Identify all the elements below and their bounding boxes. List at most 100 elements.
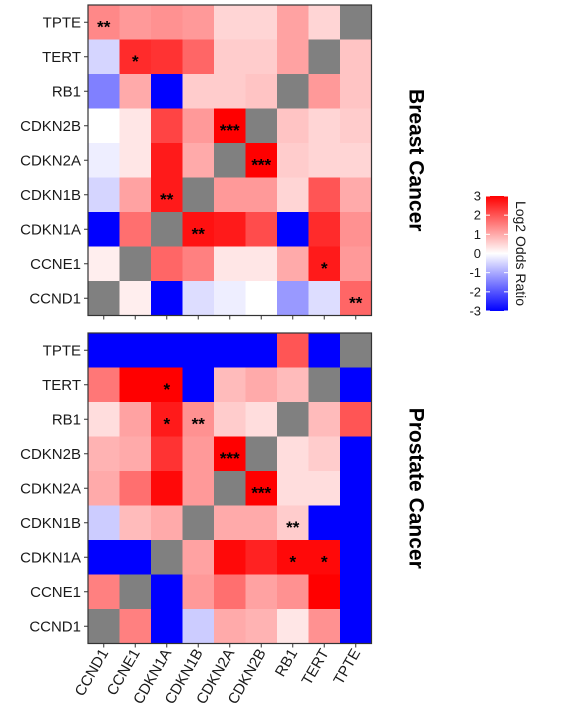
heatmap-cell [340, 177, 372, 213]
significance-stars: * [321, 259, 328, 278]
heatmap-cell [340, 108, 372, 144]
heatmap-cell [308, 39, 341, 75]
colorbar [486, 196, 508, 311]
colorbar-tick-label: 0 [474, 246, 481, 261]
heatmap-cell [277, 436, 309, 472]
heatmap-cell [308, 471, 341, 506]
heatmap-cell [277, 5, 309, 40]
heatmap-cell [182, 609, 215, 644]
heatmap-cell [340, 505, 372, 541]
heatmap-cell [214, 333, 246, 368]
y-tick-label: CDKN1B [20, 515, 81, 532]
heatmap-cell [119, 212, 152, 247]
heatmap-cell [119, 367, 152, 403]
heatmap-cell [277, 281, 309, 316]
significance-stars: *** [220, 121, 240, 140]
y-tick-label: RB1 [52, 411, 81, 428]
heatmap-cell [214, 471, 246, 506]
heatmap-cell [182, 436, 215, 472]
heatmap-cell [340, 5, 372, 40]
heatmap-cell [277, 574, 309, 610]
heatmap-cell [245, 333, 278, 368]
heatmap-cell [214, 246, 246, 282]
heatmap-cell [119, 505, 152, 541]
heatmap-cell [245, 39, 278, 75]
heatmap-cell [245, 74, 278, 109]
heatmap-cell [308, 246, 341, 282]
significance-stars: ** [160, 190, 174, 209]
y-tick-label: CDKN2A [20, 480, 81, 497]
breast-cancer-panel: **TPTE*TERTRB1***CDKN2B***CDKN2A**CDKN1B… [20, 4, 428, 317]
heatmap-cell [277, 402, 309, 437]
significance-stars: *** [251, 483, 271, 502]
heatmap-cell [214, 367, 246, 403]
heatmap-cell [182, 540, 215, 575]
heatmap-cell [151, 609, 183, 644]
heatmap-cell [277, 212, 309, 247]
heatmap-cell [277, 505, 309, 541]
heatmap-cell [182, 108, 215, 144]
heatmap-cell [119, 402, 152, 437]
heatmap-cell [214, 540, 246, 575]
heatmap-cell [340, 281, 372, 316]
heatmap-cell [277, 39, 309, 75]
heatmap-cell [277, 540, 309, 575]
heatmap-cell [88, 367, 120, 403]
heatmap-cell [119, 609, 152, 644]
heatmap-cell [277, 367, 309, 403]
heatmap-cell [340, 143, 372, 178]
heatmap-cell [277, 108, 309, 144]
heatmap-cell [151, 540, 183, 575]
heatmap-cell [88, 333, 120, 368]
heatmap-cell [182, 143, 215, 178]
heatmap-cell [119, 281, 152, 316]
heatmap-cell [88, 246, 120, 282]
heatmap-cell [88, 5, 120, 40]
heatmap-cell [88, 540, 120, 575]
heatmap-cell [151, 367, 183, 403]
heatmap-cell [308, 540, 341, 575]
heatmap-cell [151, 143, 183, 178]
heatmap-cell [88, 609, 120, 644]
panel-strip-label: Breast Cancer [405, 89, 428, 231]
y-tick-label: CCND1 [29, 618, 81, 635]
y-tick-label: TPTE [43, 342, 81, 359]
heatmap-cell [277, 471, 309, 506]
heatmap-cell [151, 246, 183, 282]
heatmap-cell [182, 74, 215, 109]
heatmap-cell [151, 471, 183, 506]
heatmap-cell [214, 402, 246, 437]
heatmap-cell [88, 574, 120, 610]
heatmap-cell [245, 143, 278, 178]
heatmap-cell [340, 402, 372, 437]
heatmap-cell [119, 108, 152, 144]
color-legend: 3 2 1 0 -1 -2 -3 Log2 Odds Ratio [469, 189, 529, 319]
heatmap-cell [119, 574, 152, 610]
heatmap-cell [182, 505, 215, 541]
colorbar-tick-label: -3 [469, 304, 481, 319]
x-tick-label: TERT [299, 646, 333, 688]
y-tick-label: TERT [42, 377, 81, 394]
heatmap-cell [308, 74, 341, 109]
heatmap-cell [308, 574, 341, 610]
heatmap-cell [214, 609, 246, 644]
heatmap-cell [151, 177, 183, 213]
colorbar-tick-label: -2 [469, 284, 481, 299]
x-tick-label: RB1 [272, 646, 301, 680]
heatmap-cell [119, 436, 152, 472]
heatmap-cell [308, 5, 341, 40]
heatmap-cell [88, 143, 120, 178]
heatmap-cell [119, 333, 152, 368]
heatmap-cell [88, 436, 120, 472]
heatmap-cell [214, 574, 246, 610]
x-tick-label: TPTE [330, 646, 364, 688]
heatmap-cell [119, 177, 152, 213]
heatmap-cell [182, 574, 215, 610]
heatmap-cell [308, 609, 341, 644]
heatmap-cell [308, 333, 341, 368]
colorbar-title: Log2 Odds Ratio [513, 201, 529, 306]
heatmap-cell [214, 212, 246, 247]
heatmap-cell [88, 471, 120, 506]
y-tick-label: CDKN2A [20, 152, 81, 169]
heatmap-cell [151, 402, 183, 437]
